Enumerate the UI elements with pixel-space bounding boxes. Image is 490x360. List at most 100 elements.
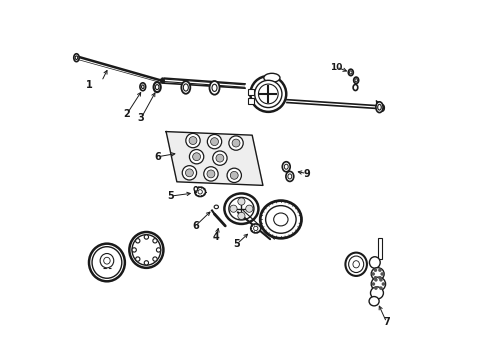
Circle shape bbox=[207, 134, 221, 149]
Circle shape bbox=[198, 190, 202, 194]
Circle shape bbox=[213, 151, 227, 165]
Circle shape bbox=[153, 239, 157, 243]
Ellipse shape bbox=[214, 205, 219, 209]
Circle shape bbox=[229, 136, 243, 150]
Ellipse shape bbox=[266, 206, 296, 233]
Circle shape bbox=[193, 153, 200, 161]
Ellipse shape bbox=[264, 73, 280, 82]
Ellipse shape bbox=[229, 197, 254, 220]
Circle shape bbox=[374, 278, 378, 282]
Ellipse shape bbox=[255, 80, 282, 108]
Text: 1: 1 bbox=[86, 80, 93, 90]
Ellipse shape bbox=[194, 186, 197, 191]
Circle shape bbox=[189, 136, 197, 144]
Circle shape bbox=[378, 276, 382, 280]
Ellipse shape bbox=[288, 174, 292, 179]
Bar bbox=[378, 238, 382, 259]
Circle shape bbox=[230, 205, 237, 212]
Ellipse shape bbox=[354, 77, 359, 84]
Ellipse shape bbox=[142, 85, 144, 89]
Ellipse shape bbox=[369, 257, 380, 268]
Circle shape bbox=[136, 239, 140, 243]
Ellipse shape bbox=[348, 69, 353, 76]
Ellipse shape bbox=[129, 232, 164, 268]
Text: 8: 8 bbox=[294, 210, 300, 220]
Circle shape bbox=[254, 226, 258, 230]
Ellipse shape bbox=[74, 54, 79, 62]
Ellipse shape bbox=[92, 247, 122, 278]
Text: 9: 9 bbox=[379, 104, 385, 114]
Ellipse shape bbox=[160, 78, 165, 84]
Text: 2: 2 bbox=[123, 109, 130, 120]
Circle shape bbox=[207, 170, 215, 178]
Ellipse shape bbox=[274, 213, 288, 226]
Circle shape bbox=[190, 149, 204, 164]
Circle shape bbox=[132, 248, 136, 252]
Ellipse shape bbox=[212, 84, 217, 91]
Circle shape bbox=[153, 257, 157, 261]
Ellipse shape bbox=[371, 268, 384, 280]
Ellipse shape bbox=[75, 56, 78, 59]
Circle shape bbox=[380, 272, 384, 276]
Circle shape bbox=[211, 138, 219, 145]
Text: 4: 4 bbox=[213, 232, 220, 242]
Circle shape bbox=[186, 134, 200, 148]
Circle shape bbox=[186, 169, 194, 177]
Ellipse shape bbox=[284, 164, 288, 169]
Ellipse shape bbox=[286, 171, 294, 181]
Ellipse shape bbox=[100, 253, 114, 268]
Ellipse shape bbox=[104, 257, 110, 264]
Ellipse shape bbox=[183, 84, 188, 91]
Circle shape bbox=[204, 167, 218, 181]
Text: 10: 10 bbox=[330, 63, 343, 72]
Ellipse shape bbox=[349, 256, 364, 273]
Bar bbox=[248, 89, 254, 95]
Text: 9: 9 bbox=[303, 168, 310, 179]
Ellipse shape bbox=[224, 193, 258, 224]
Circle shape bbox=[374, 276, 377, 280]
Circle shape bbox=[374, 268, 377, 272]
Circle shape bbox=[238, 212, 245, 220]
Circle shape bbox=[379, 278, 383, 282]
Circle shape bbox=[144, 261, 148, 265]
Ellipse shape bbox=[282, 162, 290, 172]
Ellipse shape bbox=[371, 277, 386, 291]
Ellipse shape bbox=[89, 244, 125, 281]
Ellipse shape bbox=[181, 81, 190, 94]
Circle shape bbox=[371, 272, 375, 276]
Circle shape bbox=[156, 248, 161, 252]
Ellipse shape bbox=[210, 81, 220, 95]
Circle shape bbox=[238, 198, 245, 205]
Ellipse shape bbox=[153, 82, 161, 92]
Circle shape bbox=[245, 205, 253, 212]
Ellipse shape bbox=[140, 83, 146, 91]
Ellipse shape bbox=[353, 85, 358, 90]
Circle shape bbox=[182, 166, 196, 180]
Text: 3: 3 bbox=[138, 113, 145, 123]
Ellipse shape bbox=[345, 253, 367, 276]
Text: 5: 5 bbox=[168, 191, 174, 201]
Ellipse shape bbox=[258, 84, 278, 104]
Circle shape bbox=[379, 286, 383, 290]
Ellipse shape bbox=[250, 76, 286, 112]
Ellipse shape bbox=[353, 261, 359, 268]
Ellipse shape bbox=[349, 71, 352, 74]
Ellipse shape bbox=[369, 297, 379, 306]
Text: 5: 5 bbox=[234, 239, 241, 249]
Ellipse shape bbox=[195, 187, 205, 197]
Polygon shape bbox=[166, 132, 263, 185]
Circle shape bbox=[136, 257, 140, 261]
Circle shape bbox=[230, 171, 238, 179]
Text: 6: 6 bbox=[192, 221, 199, 231]
Bar bbox=[248, 98, 254, 104]
Circle shape bbox=[216, 154, 224, 162]
Circle shape bbox=[371, 282, 375, 286]
Circle shape bbox=[232, 139, 240, 147]
Circle shape bbox=[227, 168, 242, 183]
Ellipse shape bbox=[251, 224, 261, 233]
Ellipse shape bbox=[132, 235, 161, 265]
Ellipse shape bbox=[376, 102, 383, 113]
Ellipse shape bbox=[355, 79, 357, 82]
Circle shape bbox=[382, 282, 385, 286]
Text: 6: 6 bbox=[155, 152, 162, 162]
